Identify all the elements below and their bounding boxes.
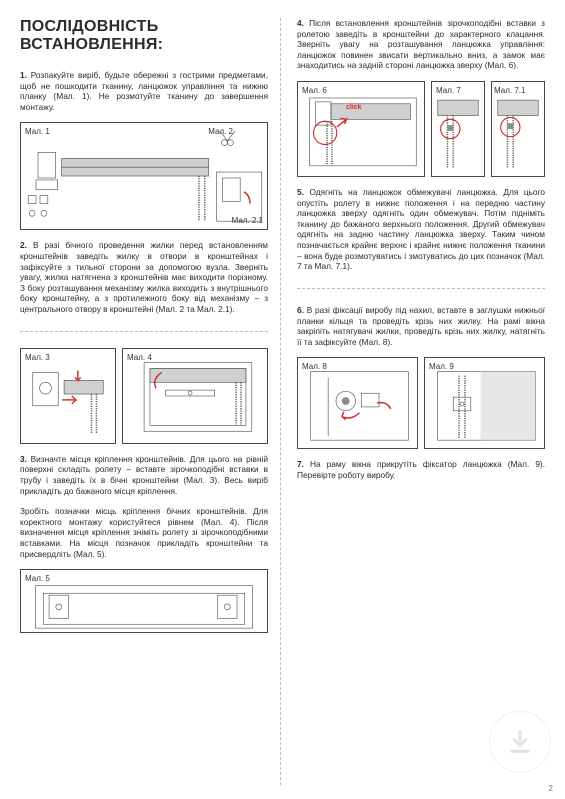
- figure-4: Мал. 4: [122, 348, 268, 444]
- figure-9: Мал. 9: [424, 357, 545, 449]
- divider: [20, 331, 268, 332]
- step-4-text: 4. Після встановлення кронштейнів зірочк…: [297, 18, 545, 71]
- step-5-text: 5. Одягніть на ланцюжок обмежувачі ланцю…: [297, 187, 545, 272]
- figure-3: Мал. 3: [20, 348, 116, 444]
- page-title: ПОСЛІДОВНІСТЬ ВСТАНОВЛЕННЯ:: [20, 18, 268, 54]
- figure-5: Мал. 5: [20, 569, 268, 633]
- figure-7: Мал. 7: [431, 81, 485, 177]
- figure-7-1: Мал. 7.1: [491, 81, 545, 177]
- step-1-text: 1. Розпакуйте виріб, будьте обережні з г…: [20, 70, 268, 112]
- divider-r: [297, 288, 545, 289]
- watermark-icon: [489, 711, 551, 773]
- step-2-text: 2. В разі бічного проведення жилки перед…: [20, 240, 268, 314]
- step-6-text: 6. В разі фіксації виробу під нахил, вст…: [297, 305, 545, 347]
- page-number: 2: [549, 784, 553, 793]
- figure-8: Мал. 8: [297, 357, 418, 449]
- figure-6: Мал. 6 click: [297, 81, 425, 177]
- step-3b-text: Зробіть позначки місць кріплення бічних …: [20, 506, 268, 559]
- step-7-text: 7. На раму вікна прикрутіть фіксатор лан…: [297, 459, 545, 480]
- figure-1-2: Мал. 2 Мал. 2.1 Мал. 1: [20, 122, 268, 230]
- step-3-text: 3. Визначте місця кріплення кронштейнів.…: [20, 454, 268, 496]
